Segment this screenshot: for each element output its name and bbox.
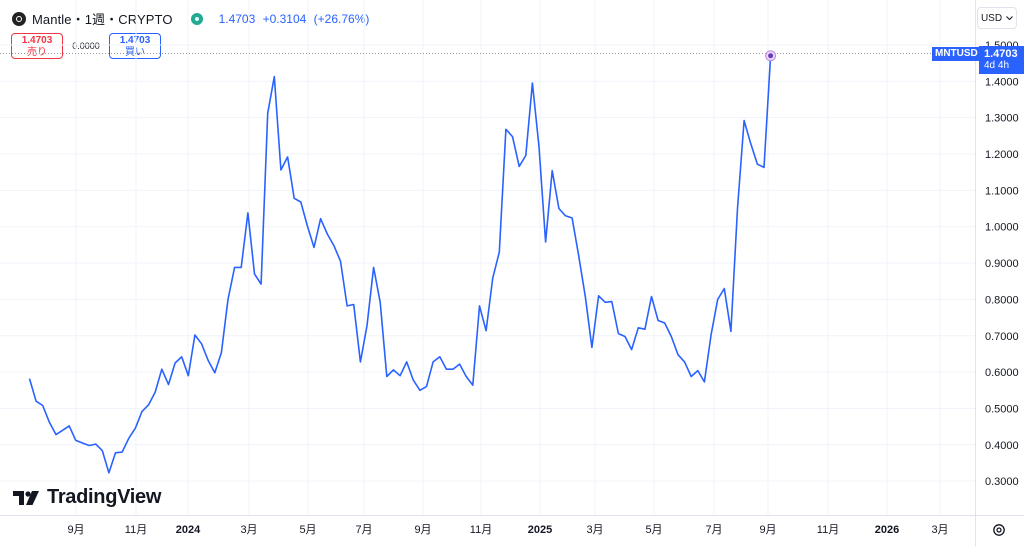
buy-button[interactable]: 1.4703 買い [109,33,161,59]
y-tick-label: 0.9000 [985,258,1019,270]
y-tick-label: 1.0000 [985,222,1019,234]
y-tick-label: 0.4000 [985,440,1019,452]
sell-label: 売り [27,47,47,58]
x-tick-label: 7月 [355,524,372,536]
change-pct: (+26.76%) [313,11,370,26]
y-tick-label: 0.7000 [985,331,1019,343]
chevron-down-icon [1006,15,1013,20]
time-axis[interactable]: 9月 11月 2024 3月 5月 7月 9月 11月 2025 3月 5月 7月 9月 11月 2026 3… [67,524,948,536]
last-point-dot [768,53,774,59]
x-tick-label: 9月 [67,524,84,536]
y-tick-label: 0.5000 [985,403,1019,415]
x-tick-label: 3月 [931,524,948,536]
x-tick-label: 3月 [240,524,257,536]
buy-label: 買い [125,47,145,58]
x-tick-label: 11月 [817,524,839,536]
y-tick-label: 1.2000 [985,149,1019,161]
x-tick-label: 9月 [759,524,776,536]
chart-grid [0,0,975,515]
last-price-tag-value: 1.4703 [984,48,1018,60]
chart-header: Mantle・1週・CRYPTO 1.4703 +0.3104 (+26.76%… [0,0,975,30]
x-tick-label: 5月 [299,524,316,536]
x-tick-label: 2026 [875,524,899,536]
tradingview-wordmark: TradingView [47,486,162,508]
x-tick-label: 5月 [645,524,662,536]
price-series-line [28,55,772,474]
buy-price: 1.4703 [119,35,151,46]
y-tick-label: 1.3000 [985,113,1019,125]
symbol-title[interactable]: Mantle・1週・CRYPTO [32,12,173,27]
market-status-icon[interactable] [190,12,203,25]
x-tick-label: 7月 [705,524,722,536]
mantle-logo-icon [12,11,26,26]
bar-countdown: 4d 4h [984,60,1010,71]
sell-button[interactable]: 1.4703 売り [11,33,63,59]
price-change: 1.4703 +0.3104 (+26.76%) [219,12,374,26]
spread-value: 0.0000 [72,41,100,51]
last-price-tag: 1.4703 4d 4h [979,46,1024,74]
y-tick-label: 0.8000 [985,294,1019,306]
price-axis[interactable]: 1.50001.40001.30001.20001.10001.00000.90… [985,40,1019,488]
x-tick-label: 2025 [528,524,552,536]
x-tick-label: 11月 [125,524,147,536]
x-tick-label: 11月 [470,524,492,536]
settings-gear-icon[interactable] [991,522,1007,538]
x-tick-label: 3月 [586,524,603,536]
currency-selector[interactable]: USD [977,7,1017,29]
change-abs: +0.3104 [262,11,307,26]
x-tick-label: 9月 [414,524,431,536]
last-price: 1.4703 [218,11,256,26]
tradingview-logo[interactable]: TradingView [13,486,161,509]
y-tick-label: 1.1000 [985,185,1019,197]
trade-buttons: 1.4703 売り 0.0000 1.4703 買い [11,33,161,59]
y-tick-label: 1.4000 [985,76,1019,88]
currency-label: USD [980,12,1003,24]
y-tick-label: 0.3000 [985,476,1019,488]
time-axis-border [0,515,1024,516]
x-tick-label: 2024 [176,524,201,536]
price-axis-border [975,0,976,546]
y-tick-label: 0.6000 [985,367,1019,379]
symbol-price-label: MNTUSD [932,47,981,61]
symbol-row: Mantle・1週・CRYPTO 1.4703 +0.3104 (+26.76%… [12,9,373,28]
sell-price: 1.4703 [21,35,53,46]
tradingview-logo-icon [13,490,39,505]
